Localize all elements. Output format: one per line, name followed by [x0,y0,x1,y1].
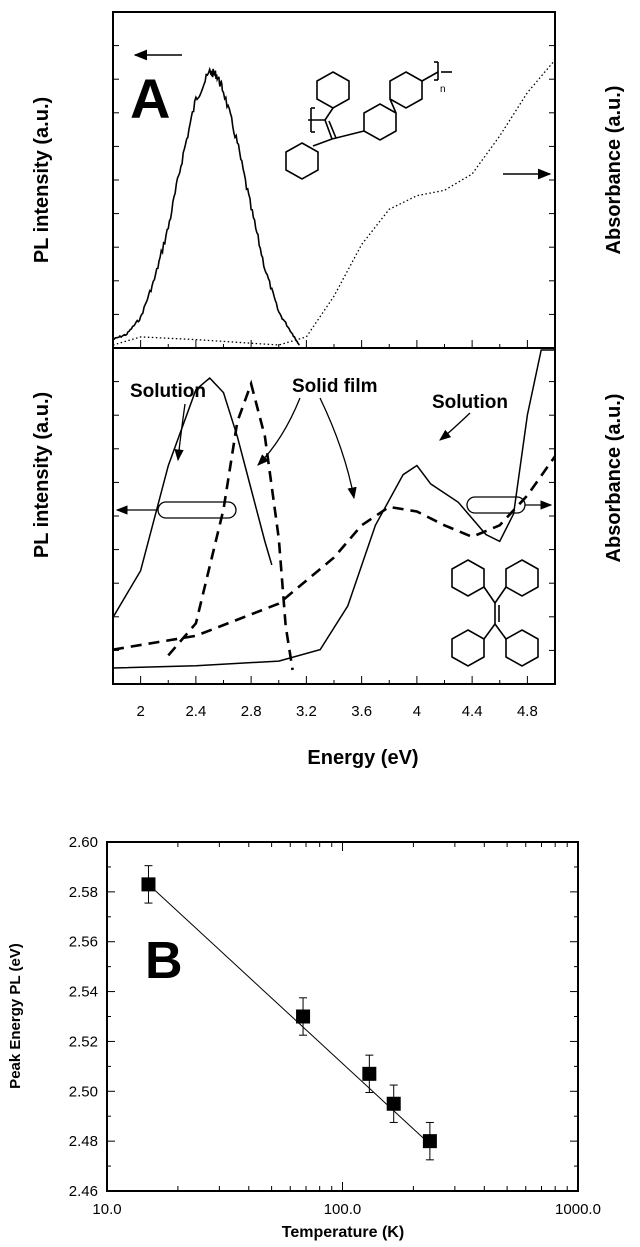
data-point [386,1096,401,1111]
b-ytick-label: 2.50 [69,1083,98,1100]
panel-b-xlabel: Temperature (K) [282,1224,404,1241]
panel-b-ylabel: Peak Energy PL (eV) [7,943,24,1089]
tetraphenylethene-icon [451,559,539,667]
panel-b: 2.46 2.48 2.50 2.52 2.54 2.56 2.58 2.60 10.0 100.… [7,834,601,1241]
energy-tick-labels: 2 2.4 2.8 3.2 3.6 4 4.4 4.8 [136,703,537,720]
annotation-solution-pl: Solution [130,381,206,402]
energy-tick-label: 2 [136,703,144,720]
b-xtick-label: 100.0 [324,1201,362,1218]
panel-a-bottom-series-line [112,455,557,651]
energy-tick-label: 4.8 [517,703,538,720]
energy-tick-label: 3.6 [351,703,372,720]
panel-b-ticks: 2.46 2.48 2.50 2.52 2.54 2.56 2.58 2.60 10.0 100.… [69,834,601,1218]
annotation-arrows [174,397,471,500]
panel-a: A n [112,11,556,349]
panel-a-bottom-series [112,349,557,671]
data-point [296,1009,311,1024]
panel-a-series-line [112,59,556,346]
panel-a-label: A [130,67,170,130]
annotation-solid-film: Solid film [292,376,378,397]
panel-a-bottom: 2 2.4 2.8 3.2 3.6 4 4.4 4.8 Solution Solid film… [112,347,557,720]
energy-tick-label: 4.4 [462,703,483,720]
energy-tick-label: 3.2 [296,703,317,720]
panel-b-frame [106,841,579,1192]
b-ytick-label: 2.48 [69,1133,98,1150]
panel-a-series-line [112,66,300,346]
panel-a-ylabel-right: Absorbance (a.u.) [603,86,625,255]
annotation-solution-abs: Solution [432,392,508,413]
b-ytick-label: 2.52 [69,1033,98,1050]
b-xtick-label: 1000.0 [555,1201,601,1218]
panel-a-bottom-series-line [112,376,273,618]
energy-tick-label: 2.8 [241,703,262,720]
panel-a-bottom-series-line [112,349,555,669]
panel-a-bottom-ylabel-left: PL intensity (a.u.) [31,392,53,558]
fit-line [148,884,433,1147]
panel-a-ticks [112,11,556,349]
data-point [141,877,156,892]
panel-a-bottom-ylabel-right: Absorbance (a.u.) [603,394,625,563]
energy-tick-label: 4 [413,703,421,720]
panel-b-label: B [145,932,183,990]
panel-a-ylabel-left: PL intensity (a.u.) [31,97,53,263]
b-ytick-label: 2.54 [69,984,98,1001]
repeat-unit-n: n [440,84,446,95]
panel-b-series [141,865,437,1161]
data-point [362,1066,377,1081]
energy-tick-label: 2.4 [185,703,206,720]
energy-axis-title: Energy (eV) [307,747,418,769]
panel-a-series [112,59,556,346]
b-xtick-label: 10.0 [92,1201,121,1218]
panel-a-bottom-series-line [167,379,294,671]
data-point [422,1134,437,1149]
b-ytick-label: 2.46 [69,1183,98,1200]
b-ytick-label: 2.60 [69,834,98,851]
b-ytick-label: 2.56 [69,934,98,951]
polymer-structure-icon [285,61,452,180]
b-ytick-label: 2.58 [69,884,98,901]
panel-a-frame [112,11,556,349]
